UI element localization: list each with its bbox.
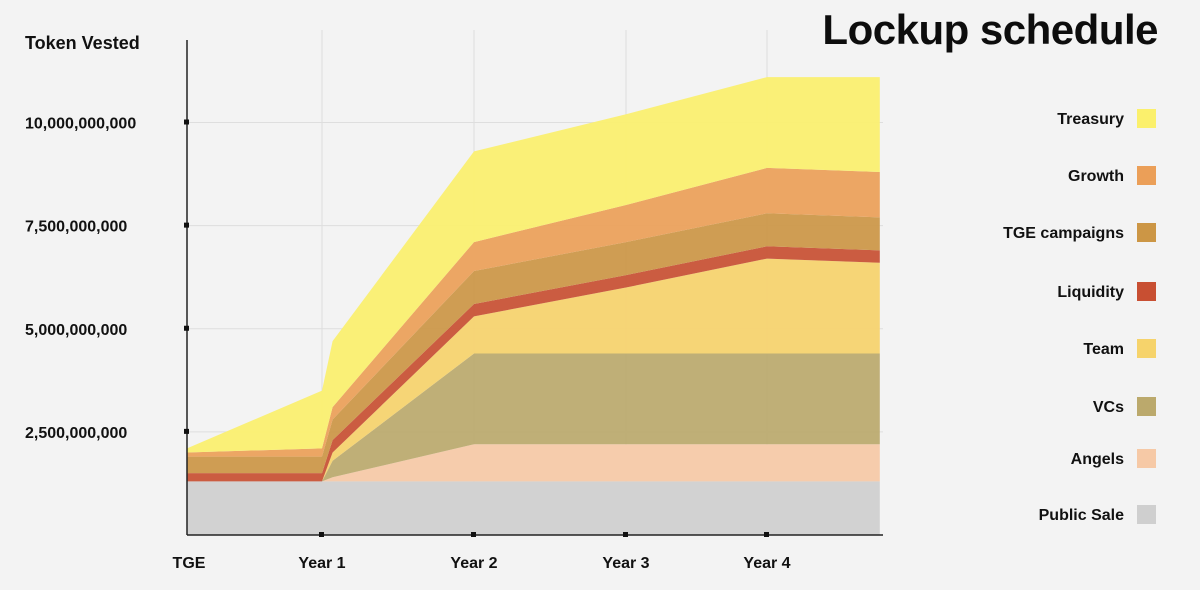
x-tick-label: Year 3 — [602, 555, 649, 572]
legend-item-growth: Growth — [1068, 166, 1156, 185]
y-axis-label: Token Vested — [25, 33, 140, 53]
x-tick-label: Year 1 — [298, 555, 345, 572]
legend-item-angels: Angels — [1071, 449, 1156, 468]
legend-label: TGE campaigns — [1003, 225, 1124, 242]
x-tick-label: TGE — [173, 555, 206, 572]
legend-item-team: Team — [1083, 339, 1156, 358]
legend-swatch — [1137, 223, 1156, 242]
y-tick-mark — [184, 222, 189, 228]
area-liquidity — [187, 246, 880, 482]
legend-label: Liquidity — [1057, 284, 1124, 301]
axes: 2,500,000,000 5,000,000,000 7,500,000,000 1… — [25, 40, 883, 572]
y-tick-mark — [184, 428, 189, 434]
area-vcs — [187, 353, 880, 482]
area-team — [187, 258, 880, 482]
area-angels — [187, 444, 880, 482]
legend-swatch — [1137, 397, 1156, 416]
legend-swatch — [1137, 449, 1156, 468]
legend-label: Angels — [1071, 451, 1124, 468]
legend-swatch — [1137, 505, 1156, 524]
legend-label: Team — [1083, 341, 1124, 358]
x-tick-label: Year 4 — [743, 555, 790, 572]
area-growth — [187, 167, 880, 457]
legend-swatch — [1137, 282, 1156, 301]
legend-item-liquidity: Liquidity — [1057, 282, 1156, 301]
y-tick-label: 5,000,000,000 — [25, 322, 127, 339]
x-tick-mark — [471, 532, 476, 537]
area-treasury — [187, 77, 880, 453]
legend-swatch — [1137, 109, 1156, 128]
legend-label: VCs — [1093, 399, 1124, 416]
y-tick-label: 7,500,000,000 — [25, 219, 127, 236]
y-tick-label: 10,000,000,000 — [25, 116, 136, 133]
legend-swatch — [1137, 166, 1156, 185]
legend-swatch — [1137, 339, 1156, 358]
chart-title: Lockup schedule — [822, 6, 1158, 53]
legend-item-vcs: VCs — [1093, 397, 1156, 416]
legend-item-tge-campaigns: TGE campaigns — [1003, 223, 1156, 242]
y-tick-mark — [184, 325, 189, 331]
legend-label: Growth — [1068, 168, 1124, 185]
legend-item-public-sale: Public Sale — [1039, 505, 1156, 524]
x-tick-mark — [623, 532, 628, 537]
legend: Treasury Growth TGE campaigns Liquidity Team… — [1003, 109, 1156, 524]
area-series — [187, 77, 880, 535]
x-tick-mark — [319, 532, 324, 537]
legend-item-treasury: Treasury — [1057, 109, 1156, 128]
x-tick-mark — [764, 532, 769, 537]
area-public-sale — [187, 481, 880, 535]
x-tick-label: Year 2 — [450, 555, 497, 572]
legend-label: Treasury — [1057, 111, 1124, 128]
y-tick-label: 2,500,000,000 — [25, 425, 127, 442]
y-tick-mark — [184, 119, 189, 125]
area-tge-campaigns — [187, 213, 880, 474]
legend-label: Public Sale — [1039, 507, 1124, 524]
